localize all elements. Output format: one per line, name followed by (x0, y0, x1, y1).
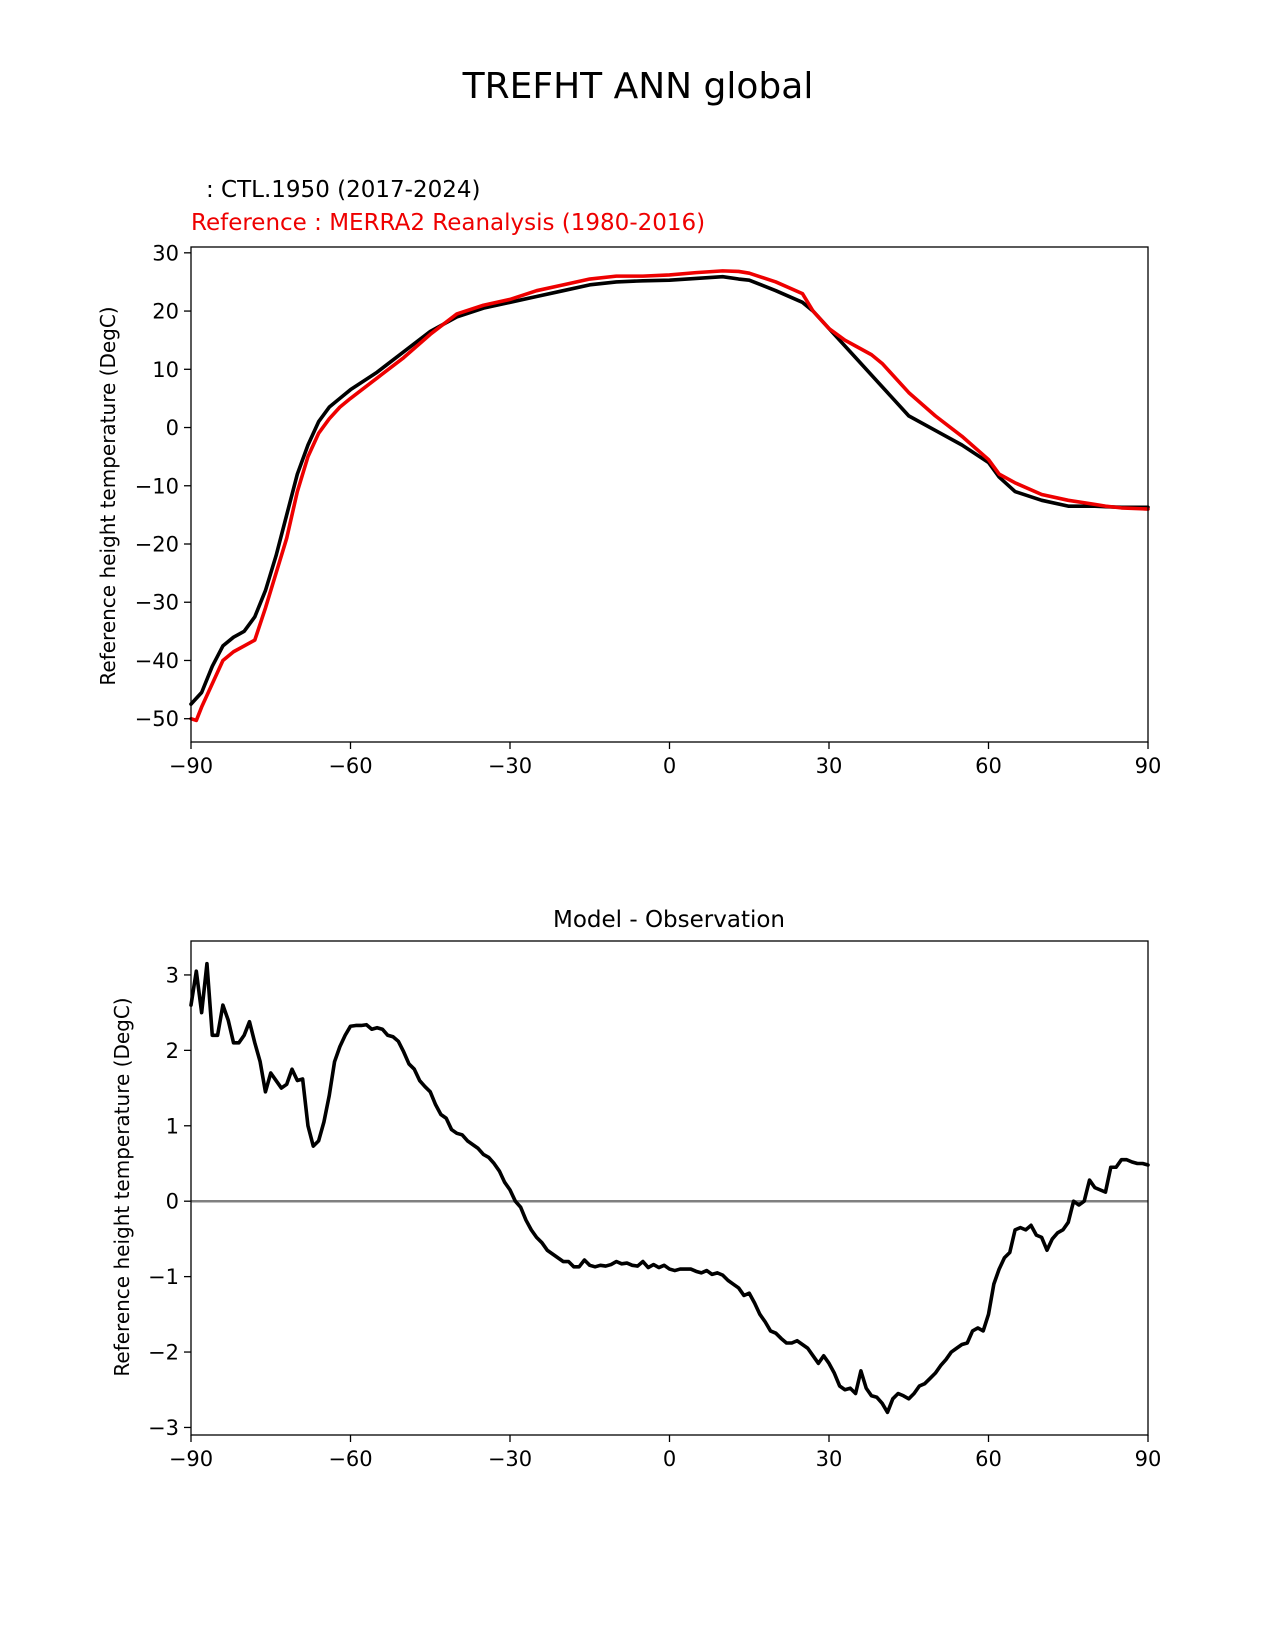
top-ytick-label: −20 (135, 533, 179, 557)
figure-title: TREFHT ANN global (462, 66, 814, 107)
top-xtick-label: 0 (663, 754, 676, 778)
reference-title: Reference : MERRA2 Reanalysis (1980-2016… (191, 210, 705, 236)
bottom-title: Model - Observation (553, 907, 785, 933)
bottom-ytick-label: 1 (166, 1114, 179, 1138)
top-xtick-label: 30 (816, 754, 843, 778)
top-ytick-label: 10 (152, 358, 179, 382)
bottom-ytick-label: −3 (148, 1416, 179, 1440)
top-xtick-label: −60 (328, 754, 372, 778)
bottom-ytick-label: −2 (148, 1341, 179, 1365)
top-ylabel: Reference height temperature (DegC) (96, 306, 120, 685)
top-series-test (189, 274, 1150, 706)
top-plot-area: −90 −60 −30 0 30 60 90 −50 −40 −30 −20 −10 0 10 20 30 (135, 241, 1162, 778)
top-xtick-label: 90 (1135, 754, 1162, 778)
top-series-reference (189, 269, 1150, 723)
bottom-xtick-label: −30 (488, 1447, 532, 1471)
bottom-xtick-label: −60 (328, 1447, 372, 1471)
top-ytick-label: −30 (135, 591, 179, 615)
bottom-ytick-label: 3 (166, 963, 179, 987)
bottom-series-difference (189, 961, 1150, 1415)
bottom-xtick-label: 0 (663, 1447, 676, 1471)
bottom-ytick-label: 0 (166, 1190, 179, 1214)
top-xtick-label: 60 (975, 754, 1002, 778)
bottom-plot-area: −90 −60 −30 0 30 60 90 −3 −2 −1 0 1 2 3 (148, 940, 1162, 1471)
top-ytick-label: 20 (152, 300, 179, 324)
top-ytick-label: 30 (152, 241, 179, 265)
bottom-panel: Model - Observation Reference height tem… (110, 907, 1161, 1471)
bottom-ytick-label: −1 (148, 1265, 179, 1289)
bottom-ylabel: Reference height temperature (DegC) (110, 997, 134, 1376)
test-title: : CTL.1950 (2017-2024) (206, 177, 480, 203)
top-xtick-label: −30 (488, 754, 532, 778)
top-ytick-label: −50 (135, 707, 179, 731)
bottom-xtick-label: 30 (816, 1447, 843, 1471)
bottom-ytick-label: 2 (166, 1039, 179, 1063)
bottom-xtick-label: 60 (975, 1447, 1002, 1471)
top-ytick-label: −10 (135, 474, 179, 498)
top-panel: : CTL.1950 (2017-2024) Reference : MERRA… (96, 177, 1161, 778)
bottom-xtick-label: −90 (169, 1447, 213, 1471)
top-ytick-label: −40 (135, 649, 179, 673)
bottom-xtick-label: 90 (1135, 1447, 1162, 1471)
top-xtick-label: −90 (169, 754, 213, 778)
top-ytick-label: 0 (166, 416, 179, 440)
